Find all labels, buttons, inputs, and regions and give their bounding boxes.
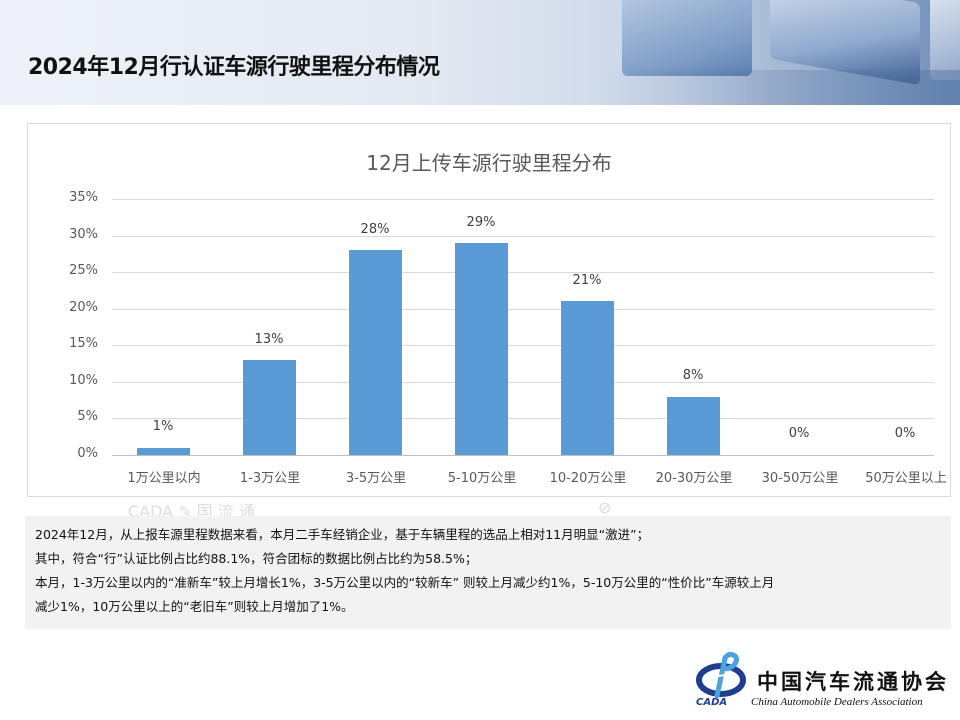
x-tick: 3-5万公里 — [345, 471, 407, 486]
bar-value-label: 28% — [360, 222, 390, 237]
decorative-cube — [622, 0, 752, 76]
gridline — [112, 199, 934, 200]
y-tick: 10% — [69, 372, 98, 388]
x-tick: 30-50万公里 — [761, 471, 839, 486]
cada-logo: CADA 中国汽车流通协会 China Automobile Dealers A… — [695, 652, 955, 714]
y-tick: 0% — [77, 446, 98, 461]
logo-abbr: CADA — [696, 697, 728, 708]
bar-20-30wan — [667, 396, 720, 455]
bar-5-10wan — [455, 242, 508, 455]
gridline — [112, 418, 934, 420]
note-line: 2024年12月，从上报车源里程数据来看，本月二手车经销企业，基于车辆里程的选品… — [35, 527, 650, 542]
gridline — [112, 345, 934, 347]
bar-chart: 12月上传车源行驶里程分布 35% 30% 25% 20% 15% 10% 5%… — [27, 123, 951, 497]
watermark-emblem: ⊘ — [598, 498, 612, 517]
x-tick: 5-10万公里 — [447, 471, 517, 486]
x-tick: 1万公里以内 — [127, 471, 201, 486]
summary-notes: 2024年12月，从上报车源里程数据来看，本月二手车经销企业，基于车辆里程的选品… — [25, 516, 951, 629]
x-tick: 10-20万公里 — [549, 471, 627, 486]
bar-value-label: 8% — [682, 368, 704, 383]
page-title: 2024年12月行认证车源行驶里程分布情况 — [28, 55, 440, 80]
plot-area: 35% 30% 25% 20% 15% 10% 5% 0% 1% 13% 28%… — [69, 190, 947, 486]
y-tick: 25% — [69, 263, 98, 279]
y-tick: 15% — [69, 336, 98, 352]
y-tick: 35% — [69, 190, 98, 205]
logo-name-en: China Automobile Dealers Association — [751, 696, 923, 708]
note-line: 本月，1-3万公里以内的“准新车”较上月增长1%，3-5万公里以内的“较新车” … — [35, 575, 775, 590]
gridline — [112, 272, 934, 274]
note-line: 其中，符合“行”认证比例占比约88.1%，符合团标的数据比例占比约为58.5%； — [35, 551, 478, 566]
bar-value-label: 29% — [466, 215, 496, 230]
bar-value-label: 0% — [894, 426, 916, 441]
bar-value-label: 13% — [254, 332, 284, 347]
y-tick: 20% — [69, 299, 98, 315]
bar-10-20wan — [561, 301, 614, 455]
x-tick: 50万公里以上 — [865, 471, 947, 486]
x-tick: 1-3万公里 — [239, 471, 301, 486]
bar-1-3wan — [243, 359, 296, 455]
y-tick: 30% — [69, 226, 98, 242]
note-line: 减少1%，10万公里以上的“老旧车”则较上月增加了1%。 — [35, 599, 354, 614]
logo-name-cn: 中国汽车流通协会 — [757, 669, 949, 694]
bar-value-label: 21% — [572, 273, 602, 288]
bar-1wan-within — [137, 447, 190, 455]
gridline — [112, 235, 934, 237]
y-tick: 5% — [77, 409, 98, 425]
decorative-cube — [930, 0, 960, 80]
header-shadow — [600, 70, 960, 105]
bar-3-5wan — [349, 250, 402, 455]
gridline — [112, 308, 934, 310]
gridline — [112, 381, 934, 383]
cada-emblem-icon — [696, 652, 746, 698]
bar-value-label: 1% — [152, 419, 174, 434]
x-axis-line — [112, 455, 934, 456]
chart-title: 12月上传车源行驶里程分布 — [366, 151, 612, 175]
bar-value-label: 0% — [788, 426, 810, 441]
x-tick: 20-30万公里 — [655, 471, 733, 486]
header-banner: 2024年12月行认证车源行驶里程分布情况 — [0, 0, 960, 105]
